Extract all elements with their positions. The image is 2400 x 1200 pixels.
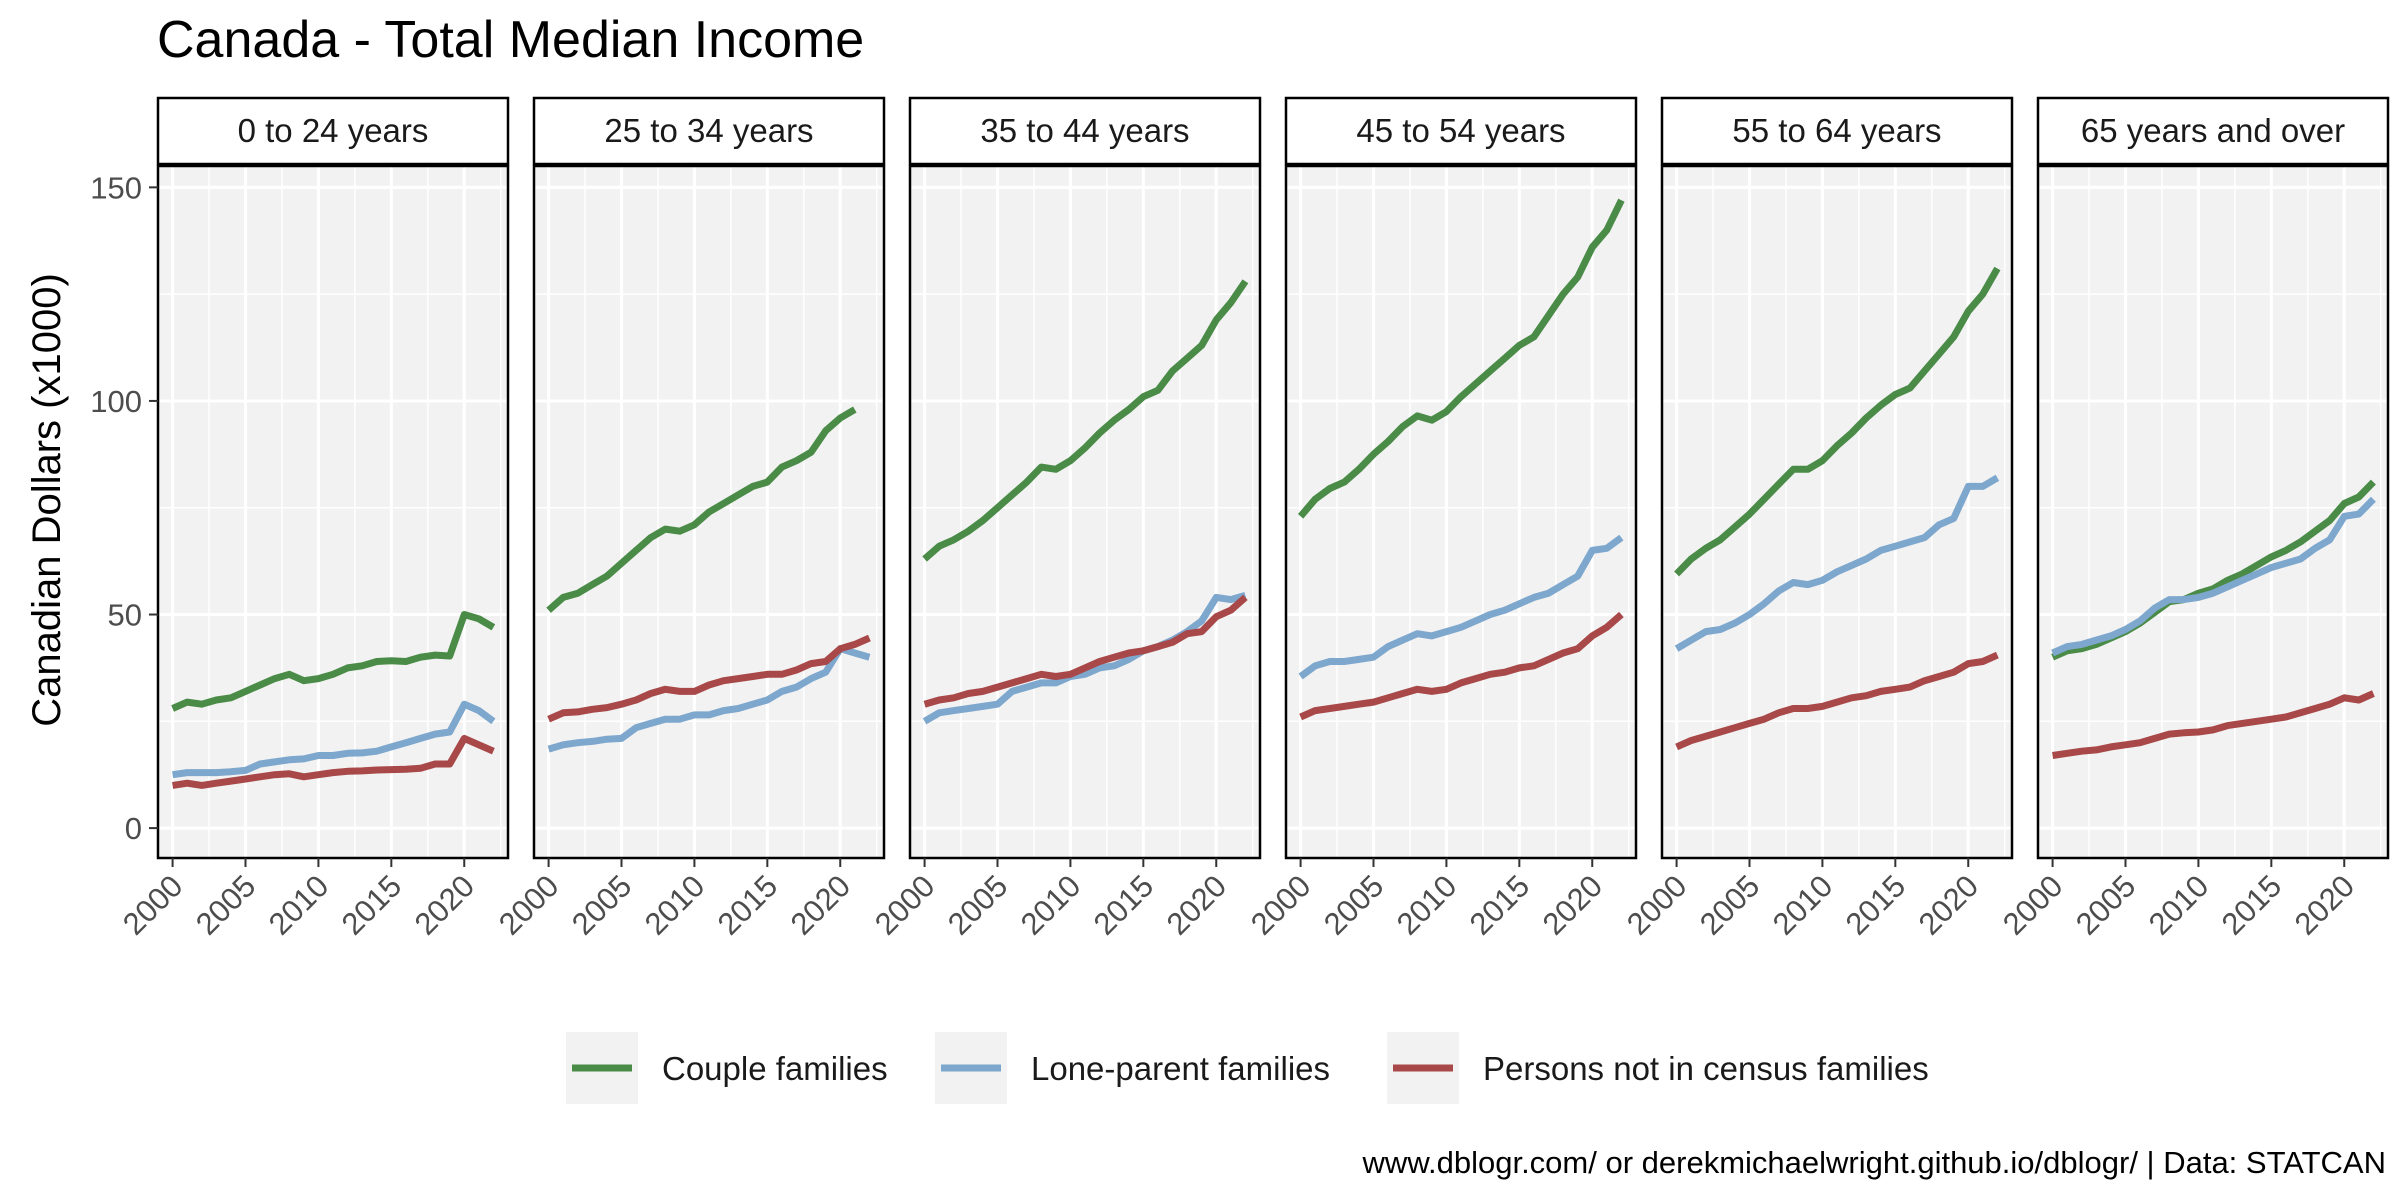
series-line-lone-parent-families [547, 645, 871, 753]
x-tick-label: 2005 [565, 868, 639, 942]
series-line-couple-families [1674, 266, 2001, 577]
panel-35-to-44-years: 35 to 44 years 2000 2005 2010 2015 2020 [868, 96, 1262, 942]
chart-title: Canada - Total Median Income [157, 11, 864, 69]
panel-border [1284, 164, 1638, 860]
series-line-lone-parent-families [1674, 474, 2000, 652]
x-tick-label: 2010 [1766, 868, 1840, 942]
panel-45-to-54-years: 45 to 54 years 2000 2005 2010 2015 2020 [1244, 96, 1638, 942]
series-line-persons-not-in-census-families [172, 734, 495, 789]
facet-strip [156, 96, 510, 166]
series-line-lone-parent-families [1298, 534, 1624, 680]
series-line-persons-not-in-census-families [2052, 690, 2375, 759]
x-tick-label: 2000 [1244, 868, 1318, 942]
panel-border [532, 164, 886, 860]
series-line-persons-not-in-census-families [923, 594, 1248, 708]
x-tick-label: 2000 [116, 868, 190, 942]
x-tick-label: 2015 [1463, 868, 1537, 942]
x-tick-label: 2010 [262, 868, 336, 942]
series-line-couple-families [922, 279, 1249, 562]
x-tick-label: 2000 [492, 868, 566, 942]
x-tick-label: 2005 [1317, 868, 1391, 942]
facet-label: 0 to 24 years [238, 112, 429, 149]
x-tick-label: 2020 [1536, 868, 1610, 942]
x-tick-label: 2005 [2069, 868, 2143, 942]
x-tick-label: 2010 [1390, 868, 1464, 942]
x-tick-label: 2005 [941, 868, 1015, 942]
legend-item-couple-families: Couple families [566, 1032, 888, 1104]
y-tick-label: 50 [108, 598, 142, 633]
x-tick-label: 2020 [408, 868, 482, 942]
x-tick-label: 2000 [1996, 868, 2070, 942]
panel-25-to-34-years: 25 to 34 years 2000 2005 2010 2015 2020 [492, 96, 886, 942]
series-line-persons-not-in-census-families [1299, 611, 1624, 721]
y-tick-label: 100 [90, 384, 142, 419]
panel-background [2038, 166, 2388, 858]
panel-border [2036, 164, 2390, 860]
series-line-lone-parent-families [172, 700, 496, 779]
y-tick-label: 150 [90, 170, 142, 205]
panel-border [156, 164, 510, 860]
series-line-couple-families [171, 611, 496, 712]
x-tick-label: 2020 [784, 868, 858, 942]
series-line-couple-families [1297, 198, 1625, 519]
legend-label: Persons not in census families [1483, 1050, 1929, 1087]
x-tick-label: 2005 [1693, 868, 1767, 942]
x-tick-label: 2010 [2142, 868, 2216, 942]
facet-label: 25 to 34 years [604, 112, 813, 149]
facet-strip [2036, 96, 2390, 166]
x-tick-label: 2010 [638, 868, 712, 942]
facet-strip [908, 96, 1262, 166]
x-tick-label: 2020 [1160, 868, 1234, 942]
panel-background [910, 166, 1260, 858]
x-tick-label: 2000 [1620, 868, 1694, 942]
series-line-persons-not-in-census-families [547, 634, 871, 723]
x-tick-label: 2020 [2288, 868, 2362, 942]
facet-strip [1284, 96, 1638, 166]
legend-label: Couple families [662, 1050, 888, 1087]
series-line-couple-families [546, 406, 857, 613]
x-tick-label: 2015 [335, 868, 409, 942]
series-line-lone-parent-families [922, 591, 1247, 725]
x-tick-label: 2000 [868, 868, 942, 942]
x-tick-label: 2005 [189, 868, 263, 942]
panel-0-to-24-years: 0 to 24 years 2000 2005 2010 2015 2020 0 50 100 1… [90, 96, 510, 942]
facet-label: 35 to 44 years [980, 112, 1189, 149]
panel-border [908, 164, 1262, 860]
y-tick-label: 0 [125, 811, 142, 846]
x-tick-label: 2015 [2215, 868, 2289, 942]
facet-label: 45 to 54 years [1356, 112, 1565, 149]
legend-item-persons-not-in-census-families: Persons not in census families [1387, 1032, 1929, 1104]
y-axis-title: Canadian Dollars (x1000) [25, 273, 69, 727]
series-line-lone-parent-families [2051, 496, 2376, 657]
legend: Couple families Lone-parent families Perso… [566, 1032, 1929, 1104]
facet-strip [532, 96, 886, 166]
x-tick-label: 2010 [1014, 868, 1088, 942]
caption: www.dblogr.com/ or derekmichaelwright.gi… [1362, 1145, 2386, 1180]
panel-border [1660, 164, 2014, 860]
facet-strip [1660, 96, 2014, 166]
x-tick-label: 2015 [711, 868, 785, 942]
panel-65-years-and-over: 65 years and over 2000 2005 2010 2015 2020 [1996, 96, 2390, 942]
x-tick-label: 2020 [1912, 868, 1986, 942]
panel-background [158, 166, 508, 858]
legend-item-lone-parent-families: Lone-parent families [935, 1032, 1330, 1104]
legend-label: Lone-parent families [1031, 1050, 1330, 1087]
panel-55-to-64-years: 55 to 64 years 2000 2005 2010 2015 2020 [1620, 96, 2014, 942]
facet-label: 55 to 64 years [1732, 112, 1941, 149]
x-tick-label: 2015 [1839, 868, 1913, 942]
x-tick-label: 2015 [1087, 868, 1161, 942]
facet-label: 65 years and over [2081, 112, 2345, 149]
series-line-persons-not-in-census-families [1675, 651, 1999, 751]
